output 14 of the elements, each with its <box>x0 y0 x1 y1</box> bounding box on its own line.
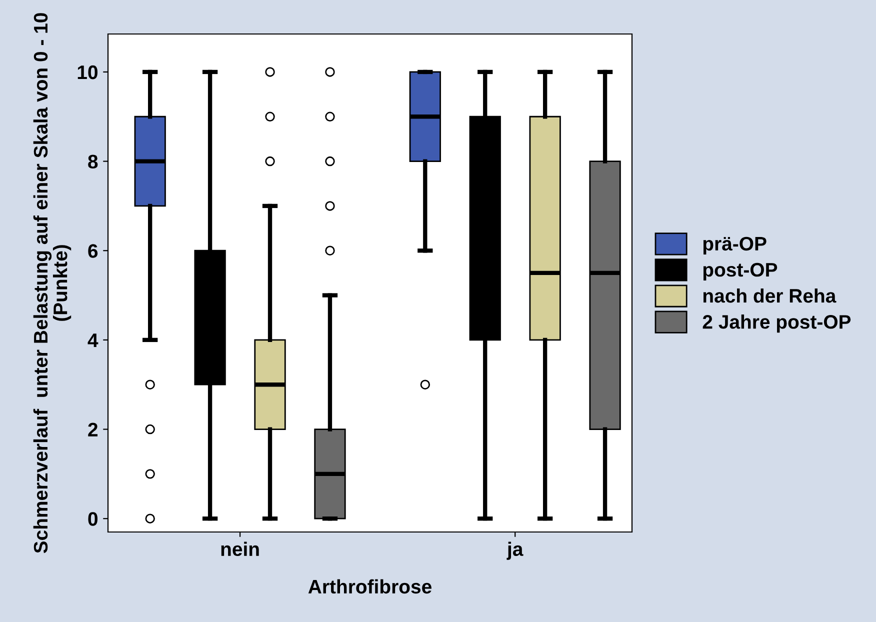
y-tick-label: 2 <box>88 422 98 436</box>
y-tick-label: 10 <box>78 65 98 80</box>
legend-label: 2 Jahre post-OP <box>702 314 851 333</box>
x-axis-title: Arthrofibrose <box>308 579 432 594</box>
legend-label: nach der Reha <box>703 288 836 303</box>
legend-label: prä-OP <box>703 236 766 254</box>
y-tick-label: 8 <box>88 154 98 169</box>
y-tick-label: 6 <box>88 244 98 258</box>
x-tick-label: nein <box>221 542 259 556</box>
legend-label: post-OP <box>703 262 778 281</box>
y-axis-title: Schmerzverlauf unter Belastung auf einer Skala von 0 - 10 (Punkte) <box>33 13 72 554</box>
x-tick-label: ja <box>506 542 524 560</box>
y-tick-label: 4 <box>88 334 98 347</box>
y-tick-label: 0 <box>88 512 98 526</box>
